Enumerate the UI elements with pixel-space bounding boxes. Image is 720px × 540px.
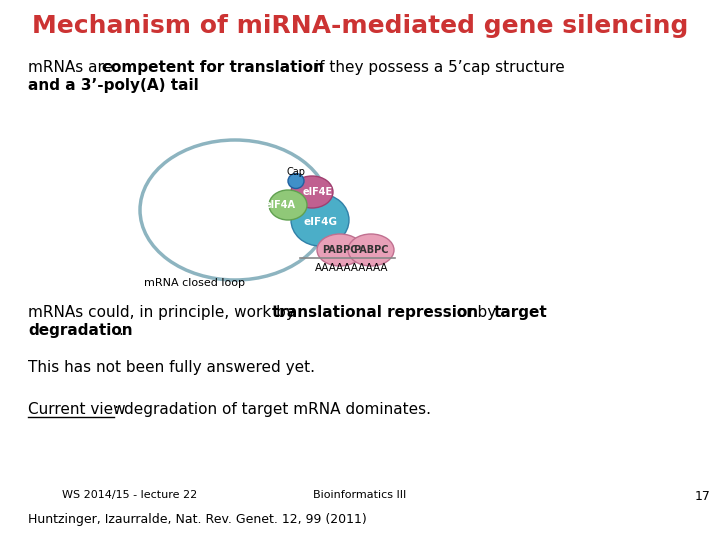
Text: mRNAs are: mRNAs are [28, 60, 118, 75]
Text: 17: 17 [695, 490, 711, 503]
Text: .: . [118, 323, 123, 338]
Text: mRNA closed loop: mRNA closed loop [145, 278, 246, 288]
Ellipse shape [317, 234, 363, 266]
Text: translational repression: translational repression [272, 305, 478, 320]
Text: mRNAs could, in principle, work by: mRNAs could, in principle, work by [28, 305, 300, 320]
Text: Current view: Current view [28, 402, 125, 417]
Text: target: target [494, 305, 548, 320]
Text: PABPC: PABPC [354, 245, 389, 255]
Text: eIF4G: eIF4G [303, 217, 337, 227]
Text: degradation: degradation [28, 323, 132, 338]
Text: and a 3’-poly(A) tail: and a 3’-poly(A) tail [28, 78, 199, 93]
Text: eIF4E: eIF4E [303, 187, 333, 197]
Text: eIF4A: eIF4A [264, 200, 295, 210]
Text: Cap: Cap [287, 167, 305, 177]
Text: Mechanism of miRNA-mediated gene silencing: Mechanism of miRNA-mediated gene silenci… [32, 14, 688, 38]
Text: AAAAAAAAAA: AAAAAAAAAA [315, 263, 389, 273]
Ellipse shape [348, 234, 394, 266]
Ellipse shape [291, 176, 333, 208]
Ellipse shape [269, 190, 307, 220]
Text: if they possess a 5’cap structure: if they possess a 5’cap structure [310, 60, 564, 75]
Text: or by: or by [452, 305, 501, 320]
Text: Huntzinger, Izaurralde, Nat. Rev. Genet. 12, 99 (2011): Huntzinger, Izaurralde, Nat. Rev. Genet.… [28, 513, 366, 526]
Text: competent for translation: competent for translation [102, 60, 324, 75]
Text: Bioinformatics III: Bioinformatics III [313, 490, 407, 500]
Ellipse shape [288, 173, 304, 188]
Ellipse shape [291, 194, 349, 246]
Text: PABPC: PABPC [323, 245, 358, 255]
Text: This has not been fully answered yet.: This has not been fully answered yet. [28, 360, 315, 375]
Text: WS 2014/15 - lecture 22: WS 2014/15 - lecture 22 [63, 490, 197, 500]
Text: : degradation of target mRNA dominates.: : degradation of target mRNA dominates. [114, 402, 431, 417]
